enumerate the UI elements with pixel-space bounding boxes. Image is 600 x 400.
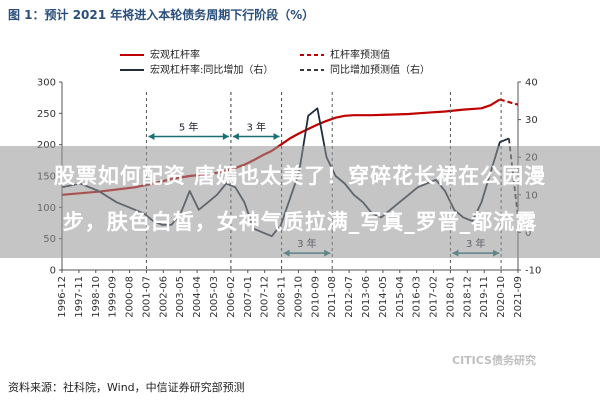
x-tick-label: 2019-11 <box>479 276 490 318</box>
x-tick-label: 2010-09 <box>310 276 321 318</box>
source-note: 资料来源：社科院，Wind，中信证券研究部预测 <box>8 381 245 394</box>
right-tick-label: 40 <box>525 78 538 89</box>
x-tick-label: 2021-09 <box>513 276 524 318</box>
x-tick-label: 2015-04 <box>395 276 406 318</box>
left-tick-label: 250 <box>37 109 56 120</box>
overlay-headline-line2[interactable]: 步，肤色白皙，女神气质拉满_写真_罗晋_都流露 <box>62 210 538 234</box>
x-tick-label: 2013-06 <box>361 276 372 318</box>
x-tick-label: 2018-01 <box>445 276 456 318</box>
cycle-label: 5 年 <box>179 121 199 134</box>
x-tick-label: 2008-11 <box>277 276 288 318</box>
legend-label: 同比增加预测值（右） <box>330 63 430 76</box>
figure-title: 图 1：预计 2021 年将进入本轮债务周期下行阶段（%） <box>8 8 315 22</box>
legend-label: 宏观杠杆率:同比增加（右） <box>150 63 273 76</box>
x-tick-label: 2005-03 <box>209 276 220 318</box>
x-tick-label: 2001-07 <box>141 276 152 318</box>
cycle-arrow-head <box>222 133 229 141</box>
overlay-headline-line1[interactable]: 股票如何配资 唐嫣也太美了！穿碎花长裙在公园漫 <box>53 164 547 188</box>
left-tick-label: 0 <box>50 266 56 277</box>
series-line <box>499 98 519 106</box>
x-tick-label: 1998-10 <box>91 276 102 318</box>
x-tick-label: 2011-08 <box>327 276 338 318</box>
x-tick-label: 2020-10 <box>496 276 507 318</box>
cycle-label: 3 年 <box>246 121 266 134</box>
legend-label: 宏观杠杆率 <box>150 48 200 61</box>
x-tick-label: 2002-06 <box>158 276 169 318</box>
overlay-banner <box>0 146 600 258</box>
x-tick-label: 2014-05 <box>378 276 389 318</box>
x-tick-label: 2017-02 <box>429 276 440 318</box>
right-tick-label: -10 <box>525 266 541 277</box>
x-tick-label: 2007-12 <box>260 276 271 318</box>
x-tick-label: 2007-01 <box>243 276 254 318</box>
x-tick-label: 2006-02 <box>226 276 237 318</box>
left-tick-label: 300 <box>37 78 56 89</box>
cycle-arrow-head <box>232 133 239 141</box>
cycle-arrow-head <box>273 133 280 141</box>
x-tick-label: 1996-12 <box>57 276 68 318</box>
x-tick-label: 2009-10 <box>293 276 304 318</box>
x-tick-label: 2004-04 <box>192 276 203 318</box>
x-tick-label: 2012-07 <box>344 276 355 318</box>
right-tick-label: 30 <box>525 115 538 126</box>
x-tick-label: 1997-11 <box>74 276 85 318</box>
x-tick-label: 2018-12 <box>462 276 473 318</box>
x-tick-label: 2016-03 <box>412 276 423 318</box>
watermark: CITICS债务研究 <box>452 354 536 367</box>
x-tick-label: 1999-09 <box>108 276 119 318</box>
cycle-arrow-head <box>148 133 155 141</box>
x-tick-label: 2000-08 <box>125 276 136 318</box>
left-tick-label: 200 <box>37 140 56 151</box>
x-tick-label: 2003-05 <box>175 276 186 318</box>
legend-label: 杠杆率预测值 <box>330 48 390 61</box>
